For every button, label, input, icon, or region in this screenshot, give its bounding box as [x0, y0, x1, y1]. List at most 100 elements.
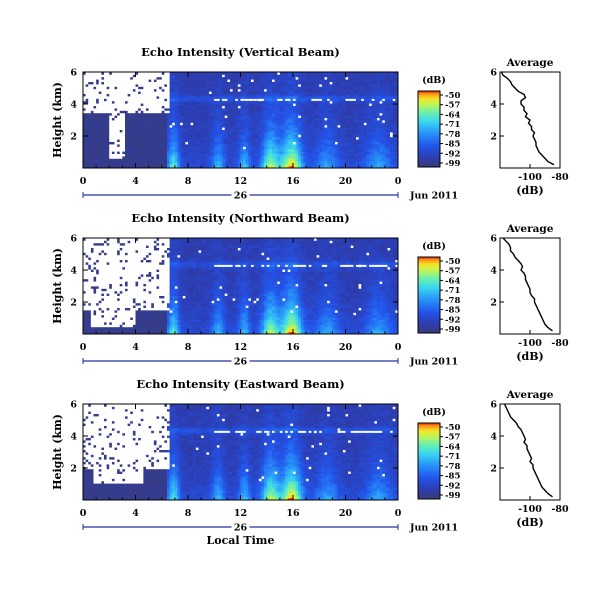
- heatmap-cell: [138, 96, 141, 99]
- heatmap-cell: [359, 137, 362, 140]
- heatmap-cell: [290, 118, 293, 121]
- heatmap-cell: [209, 94, 212, 97]
- heatmap-cell: [196, 91, 199, 94]
- heatmap-cell: [220, 142, 223, 145]
- heatmap-cell: [120, 98, 123, 101]
- heatmap-cell: [325, 137, 328, 140]
- heatmap-cell: [254, 108, 257, 111]
- heatmap-cell: [385, 98, 388, 101]
- colorbar-tick-label: -85: [445, 140, 460, 150]
- heatmap-cell: [115, 101, 118, 104]
- heatmap-cell: [104, 125, 107, 128]
- heatmap-cell: [340, 110, 343, 113]
- heatmap-cell: [290, 146, 293, 149]
- heatmap-cell: [353, 146, 356, 149]
- heatmap-cell: [248, 139, 251, 142]
- heatmap-cell: [385, 77, 388, 80]
- heatmap-cell: [343, 98, 346, 101]
- heatmap-cell: [359, 94, 362, 97]
- heatmap-cell: [296, 125, 299, 128]
- heatmap-cell: [120, 108, 123, 111]
- heatmap-cell: [141, 154, 144, 157]
- heatmap-cell: [130, 101, 133, 104]
- heatmap-cell: [327, 91, 330, 94]
- heatmap-cell: [301, 84, 304, 87]
- heatmap-cell: [88, 82, 91, 85]
- heatmap-cell: [285, 146, 288, 149]
- heatmap-cell: [146, 149, 149, 152]
- heatmap-cell: [293, 115, 296, 118]
- heatmap-cell: [104, 84, 107, 87]
- heatmap-cell: [367, 77, 370, 80]
- heatmap-cell: [91, 91, 94, 94]
- heatmap-cell: [254, 149, 257, 152]
- heatmap-cell: [319, 146, 322, 149]
- heatmap-cell: [311, 91, 314, 94]
- heatmap-cell: [178, 144, 181, 147]
- heatmap-cell: [180, 94, 183, 97]
- heatmap-cell: [332, 118, 335, 121]
- heatmap-cell: [101, 106, 104, 109]
- heatmap-cell: [241, 132, 244, 135]
- heatmap-cell: [180, 156, 183, 159]
- heatmap-cell: [185, 149, 188, 152]
- heatmap-cell: [264, 120, 267, 123]
- heatmap-cell: [285, 151, 288, 154]
- heatmap-cell: [130, 120, 133, 123]
- heatmap-cell: [175, 149, 178, 152]
- heatmap-cell: [243, 110, 246, 113]
- heatmap-cell: [382, 106, 385, 109]
- heatmap-cell: [109, 94, 112, 97]
- heatmap-cell: [285, 84, 288, 87]
- heatmap-cell: [188, 103, 191, 106]
- heatmap-cell: [288, 161, 291, 164]
- heatmap-cell: [220, 98, 223, 101]
- heatmap-cell: [230, 142, 233, 145]
- heatmap-cell: [361, 101, 364, 104]
- heatmap-cell: [238, 120, 241, 123]
- heatmap-cell: [133, 94, 136, 97]
- heatmap-cell: [277, 103, 280, 106]
- heatmap-cell: [107, 74, 110, 77]
- heatmap-cell: [227, 149, 230, 152]
- heatmap-cell: [330, 146, 333, 149]
- heatmap-cell: [277, 101, 280, 104]
- heatmap-cell: [335, 132, 338, 135]
- heatmap-cell: [91, 158, 94, 161]
- heatmap-cell: [393, 94, 396, 97]
- heatmap-cell: [188, 139, 191, 142]
- heatmap-cell: [183, 154, 186, 157]
- heatmap-cell: [146, 156, 149, 159]
- heatmap-cell: [86, 106, 89, 109]
- heatmap-cell: [225, 137, 228, 140]
- heatmap-cell: [107, 158, 110, 161]
- heatmap-cell: [290, 125, 293, 128]
- heatmap-cell: [188, 96, 191, 99]
- heatmap-cell: [138, 158, 141, 161]
- heatmap-cell: [101, 139, 104, 142]
- heatmap-cell: [101, 103, 104, 106]
- heatmap-cell: [243, 89, 246, 92]
- heatmap-cell: [199, 103, 202, 106]
- heatmap-cell: [364, 96, 367, 99]
- heatmap-cell: [196, 101, 199, 104]
- heatmap-cell: [256, 142, 259, 145]
- heatmap-cell: [343, 110, 346, 113]
- heatmap-cell: [393, 82, 396, 85]
- heatmap-cell: [353, 137, 356, 140]
- heatmap-cell: [151, 120, 154, 123]
- heatmap-cell: [235, 120, 238, 123]
- heatmap-cell: [306, 106, 309, 109]
- heatmap-cell: [340, 130, 343, 133]
- heatmap-cell: [191, 125, 194, 128]
- heatmap-cell: [301, 98, 304, 101]
- heatmap-cell: [138, 89, 141, 92]
- heatmap-cell: [322, 86, 325, 89]
- heatmap-cell: [385, 89, 388, 92]
- heatmap-cell: [238, 103, 241, 106]
- heatmap-cell: [117, 156, 120, 159]
- heatmap-cell: [277, 77, 280, 80]
- heatmap-cell: [99, 113, 102, 116]
- heatmap-cell: [233, 154, 236, 157]
